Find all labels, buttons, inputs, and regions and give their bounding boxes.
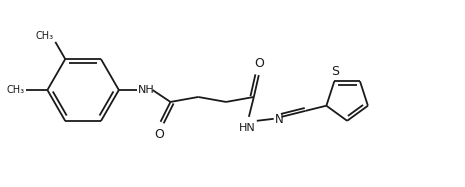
Text: CH₃: CH₃ [35,31,53,41]
Text: O: O [154,128,165,141]
Text: NH: NH [138,85,154,95]
Text: S: S [331,65,339,78]
Text: N: N [275,113,284,126]
Text: CH₃: CH₃ [7,85,25,95]
Text: O: O [254,57,264,70]
Text: HN: HN [239,123,255,133]
